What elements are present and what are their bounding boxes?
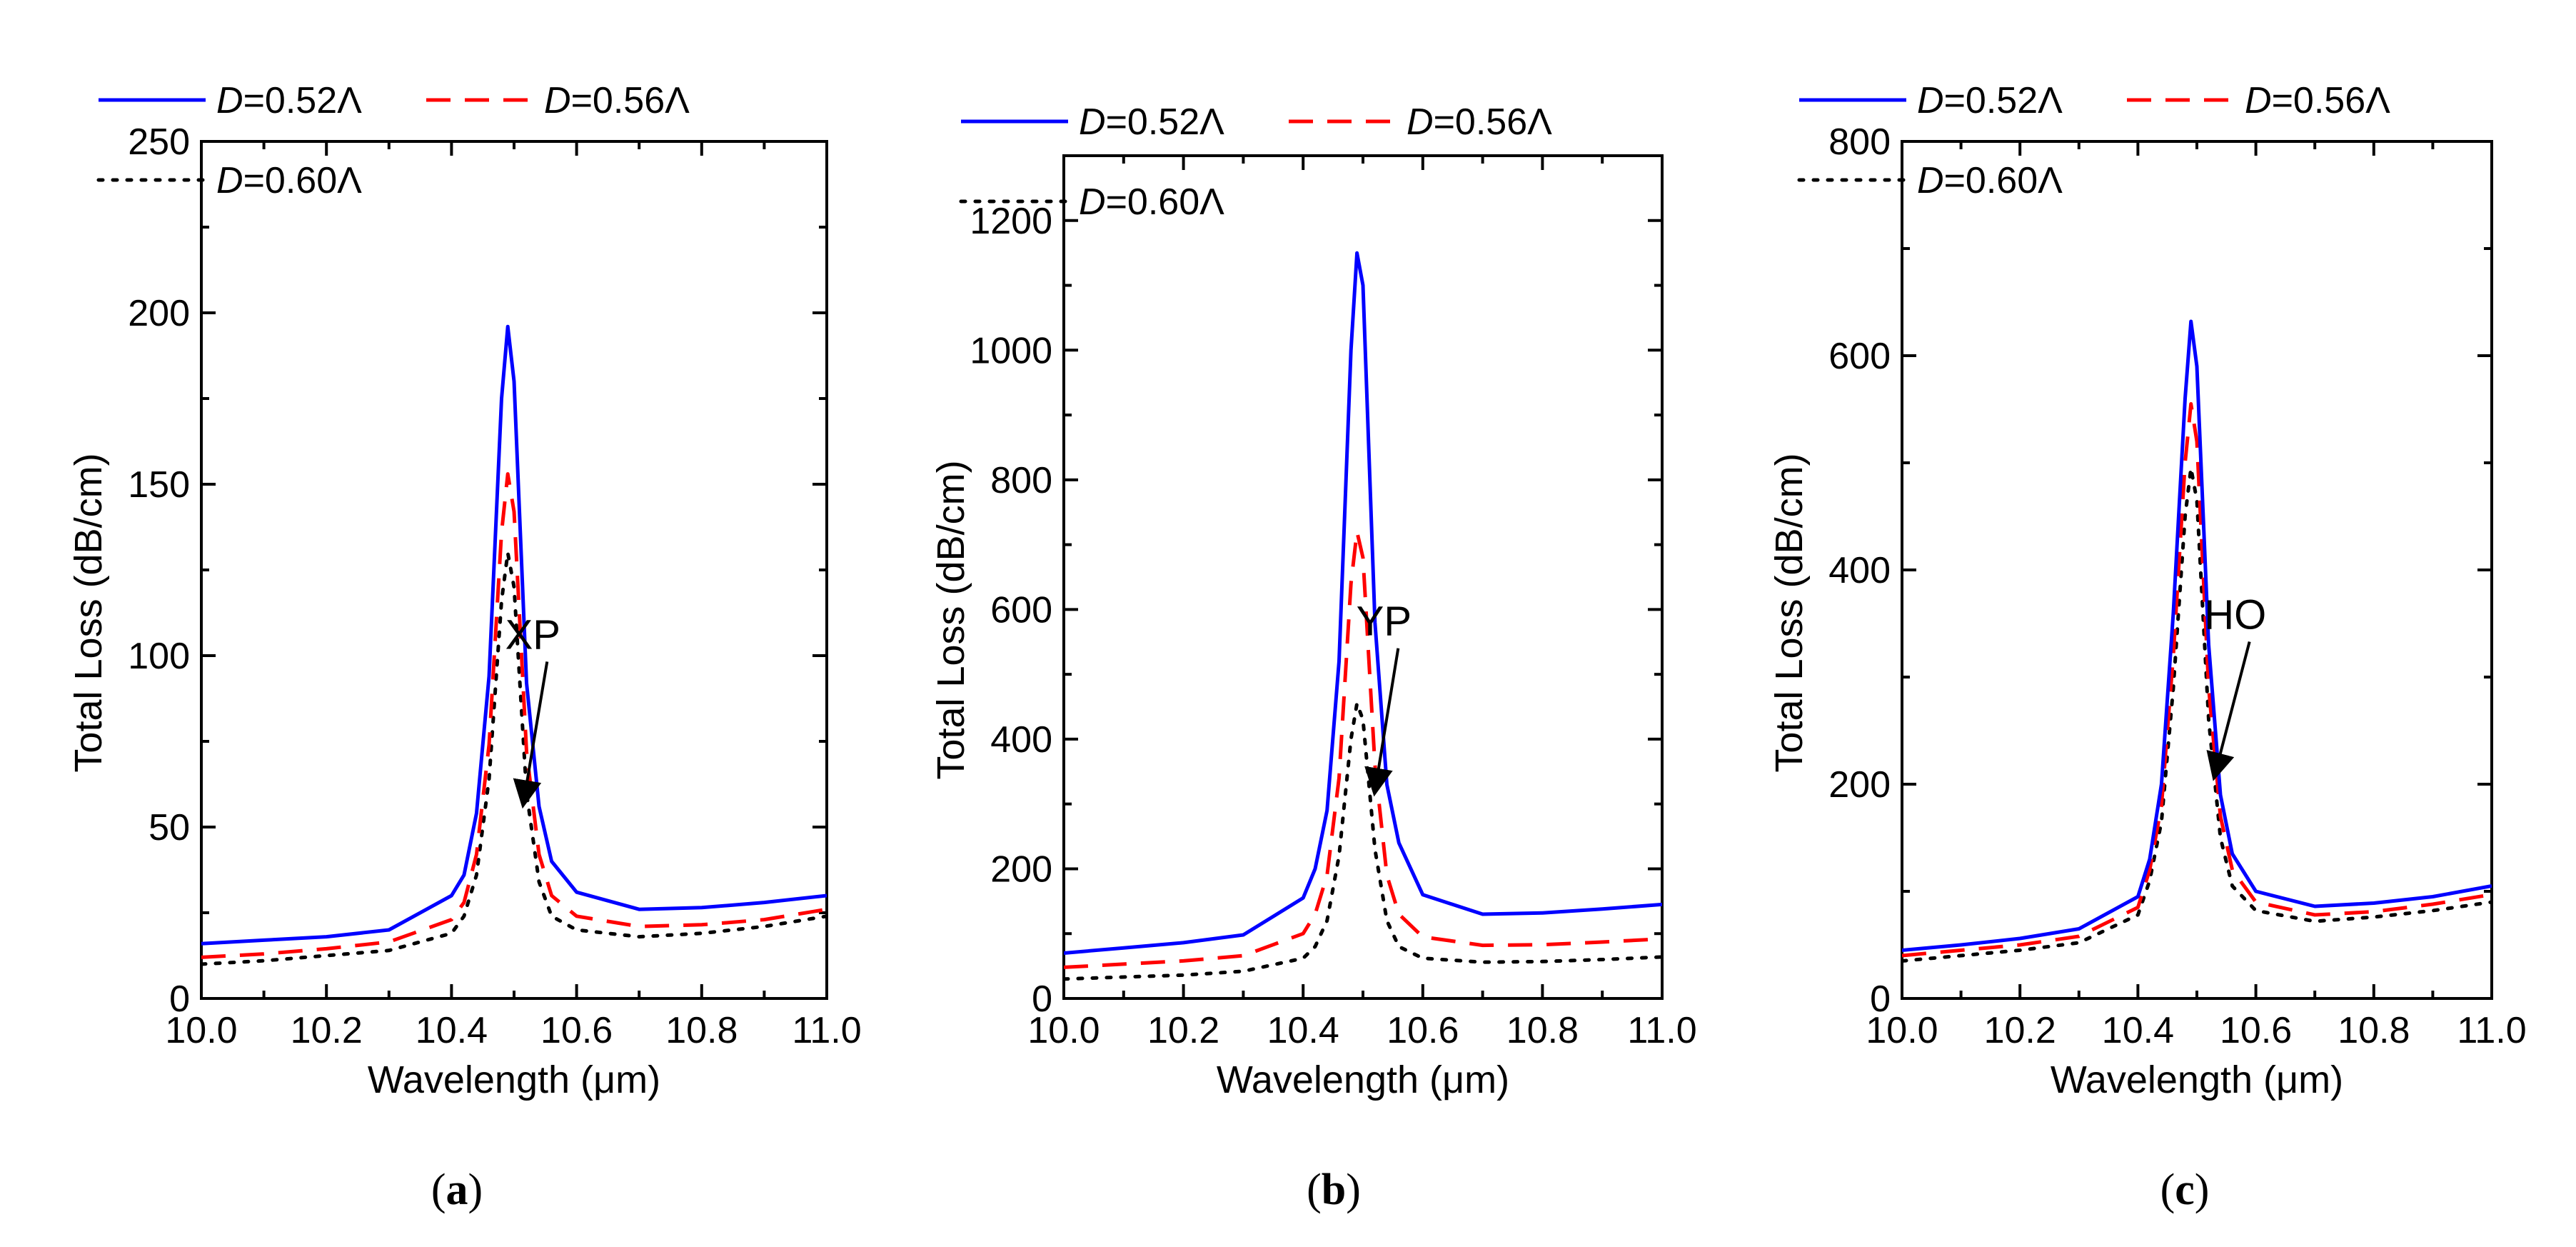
series-line-3 <box>1902 466 2492 963</box>
x-tick-label: 10.0 <box>165 1010 237 1051</box>
x-tick-label: 10.8 <box>1506 1010 1579 1051</box>
legend-label-1: D=0.52Λ <box>1079 101 1224 143</box>
series-line-1 <box>1902 319 2492 952</box>
legend-label-2: D=0.56Λ <box>544 80 690 121</box>
x-tick-label: 10.4 <box>2102 1010 2174 1051</box>
legend-label-2: D=0.56Λ <box>1407 101 1552 143</box>
x-tick-label: 10.2 <box>1147 1010 1219 1051</box>
legend-label-2: D=0.56Λ <box>2245 80 2390 121</box>
y-tick-label: 0 <box>1032 978 1052 1020</box>
y-tick-label: 400 <box>1828 550 1891 591</box>
panel-c: 10.0 10.2 10.4 10.6 10.8 11.0 0 200 400 600 800 Wav… <box>1768 80 2527 1214</box>
plot-frame <box>200 140 828 1000</box>
panel-caption: (c) <box>2160 1166 2210 1214</box>
y-axis-label: Total Loss (dB/cm) <box>1768 453 1811 772</box>
plot-frame <box>1901 140 2493 1000</box>
panel-caption: (b) <box>1307 1166 1361 1214</box>
x-tick-label: 10.4 <box>1267 1010 1339 1051</box>
x-tick-label: 10.8 <box>2338 1010 2410 1051</box>
y-tick-label: 600 <box>1828 336 1891 377</box>
y-tick-label: 400 <box>990 719 1052 761</box>
annotation-label: YP <box>1357 599 1412 645</box>
x-tick-label: 10.6 <box>540 1010 613 1051</box>
series-line-3 <box>1064 701 1662 981</box>
x-axis-label: Wavelength (μm) <box>1217 1058 1509 1101</box>
legend-label-3: D=0.60Λ <box>216 160 362 201</box>
x-tick-label: 10.6 <box>2220 1010 2292 1051</box>
series-line-3 <box>201 551 827 966</box>
annotation-arrow <box>1364 648 1400 797</box>
x-axis-label: Wavelength (μm) <box>2051 1058 2343 1101</box>
series-line-2 <box>201 472 827 959</box>
y-axis-label: Total Loss (dB/cm) <box>67 453 110 772</box>
y-tick-label: 200 <box>1828 764 1891 806</box>
annotation-label: XP <box>505 611 560 658</box>
x-tick-label: 10.2 <box>291 1010 363 1051</box>
annotation-label: HO <box>2204 592 2266 638</box>
legend-label-3: D=0.60Λ <box>1917 160 2063 201</box>
panel-caption: (a) <box>431 1166 483 1214</box>
legend-label-1: D=0.52Λ <box>1917 80 2063 121</box>
x-tick-label: 10.0 <box>1866 1010 1938 1051</box>
x-axis-label: Wavelength (μm) <box>368 1058 660 1101</box>
y-tick-label: 150 <box>128 464 190 506</box>
y-tick-label: 800 <box>1828 121 1891 163</box>
annotation-arrow <box>2206 641 2251 781</box>
x-tick-label: 10.6 <box>1387 1010 1459 1051</box>
series-line-2 <box>1902 402 2492 958</box>
y-tick-label: 1000 <box>970 330 1052 371</box>
panel-b: 10.0 10.2 10.4 10.6 10.8 11.0 0 200 400 600 800 100… <box>930 101 1697 1214</box>
x-tick-label: 11.0 <box>1627 1010 1696 1051</box>
y-axis-label: Total Loss (dB/cm) <box>930 460 972 779</box>
series-line-2 <box>1064 530 1662 969</box>
legend-label-3: D=0.60Λ <box>1079 181 1224 223</box>
y-tick-label: 50 <box>149 807 190 848</box>
x-tick-label: 10.4 <box>416 1010 488 1051</box>
x-tick-label: 11.0 <box>792 1010 861 1051</box>
x-tick-label: 10.8 <box>665 1010 738 1051</box>
y-tick-label: 600 <box>990 589 1052 631</box>
y-tick-label: 800 <box>990 460 1052 501</box>
x-tick-label: 11.0 <box>2457 1010 2526 1051</box>
y-tick-label: 0 <box>169 978 190 1020</box>
legend-label-1: D=0.52Λ <box>216 80 362 121</box>
y-tick-label: 1200 <box>970 201 1052 242</box>
y-tick-label: 0 <box>1870 978 1891 1020</box>
panel-a: 10.0 10.2 10.4 10.6 10.8 11.0 0 50 100 150 200 250 W… <box>67 80 862 1214</box>
y-tick-label: 200 <box>990 848 1052 890</box>
x-tick-label: 10.0 <box>1027 1010 1100 1051</box>
x-tick-label: 10.2 <box>1984 1010 2056 1051</box>
y-tick-label: 200 <box>128 293 190 334</box>
series-line-1 <box>1064 251 1662 955</box>
y-tick-label: 100 <box>128 636 190 677</box>
annotation-arrow <box>513 661 549 809</box>
series-line-1 <box>201 324 827 946</box>
y-tick-label: 250 <box>128 121 190 163</box>
